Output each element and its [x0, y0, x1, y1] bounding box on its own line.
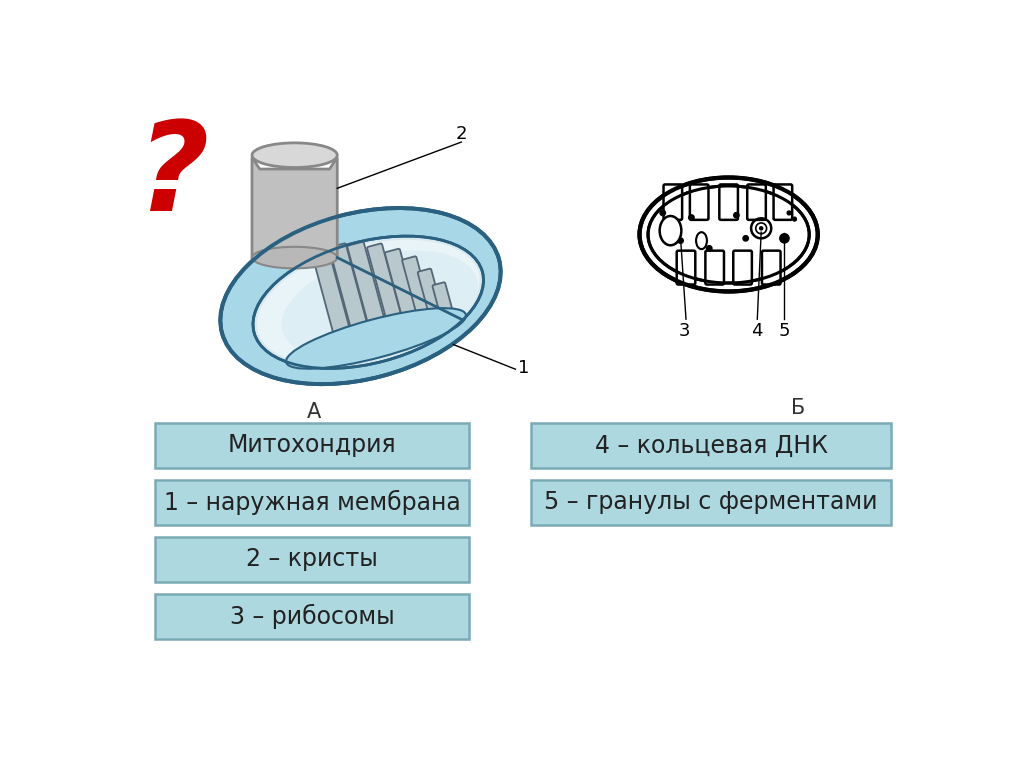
FancyBboxPatch shape	[155, 537, 469, 581]
Ellipse shape	[252, 247, 337, 268]
Text: 1 – наружная мембрана: 1 – наружная мембрана	[164, 490, 461, 515]
Ellipse shape	[659, 216, 681, 245]
FancyBboxPatch shape	[155, 594, 469, 639]
Ellipse shape	[252, 143, 337, 167]
Text: 2 – кристы: 2 – кристы	[246, 548, 378, 571]
FancyBboxPatch shape	[155, 480, 469, 525]
Text: ?: ?	[136, 117, 209, 237]
FancyBboxPatch shape	[432, 282, 457, 329]
Text: Митохондрия: Митохондрия	[227, 433, 396, 457]
FancyBboxPatch shape	[706, 251, 724, 285]
Ellipse shape	[220, 208, 501, 384]
Text: А: А	[307, 402, 322, 422]
Circle shape	[733, 212, 739, 218]
FancyBboxPatch shape	[155, 423, 469, 468]
Circle shape	[787, 211, 791, 215]
Text: 4 – кольцевая ДНК: 4 – кольцевая ДНК	[595, 433, 827, 457]
Ellipse shape	[282, 251, 478, 360]
FancyBboxPatch shape	[531, 480, 891, 525]
Circle shape	[707, 245, 712, 251]
Text: 3 – рибосомы: 3 – рибосомы	[229, 604, 394, 629]
FancyBboxPatch shape	[773, 184, 793, 220]
FancyBboxPatch shape	[664, 184, 682, 220]
Ellipse shape	[257, 240, 479, 364]
FancyBboxPatch shape	[347, 242, 386, 331]
Text: 5 – гранулы с ферментами: 5 – гранулы с ферментами	[545, 490, 878, 515]
FancyBboxPatch shape	[719, 184, 738, 220]
Circle shape	[760, 227, 763, 230]
Circle shape	[678, 238, 683, 243]
Text: 2: 2	[456, 125, 467, 143]
Text: 4: 4	[752, 321, 763, 340]
Ellipse shape	[640, 177, 818, 291]
FancyBboxPatch shape	[762, 251, 780, 285]
FancyBboxPatch shape	[402, 256, 434, 328]
FancyBboxPatch shape	[367, 243, 403, 328]
FancyBboxPatch shape	[733, 251, 752, 285]
Circle shape	[779, 234, 790, 243]
Circle shape	[743, 235, 749, 241]
FancyBboxPatch shape	[748, 184, 766, 220]
FancyBboxPatch shape	[418, 268, 445, 328]
Ellipse shape	[648, 186, 809, 283]
Text: 5: 5	[778, 321, 791, 340]
Polygon shape	[252, 157, 337, 258]
Text: Б: Б	[792, 398, 806, 418]
Ellipse shape	[696, 232, 707, 249]
Circle shape	[689, 215, 694, 220]
FancyBboxPatch shape	[690, 184, 709, 220]
Ellipse shape	[286, 308, 466, 369]
FancyBboxPatch shape	[311, 248, 350, 337]
Circle shape	[660, 210, 666, 216]
Circle shape	[793, 217, 797, 221]
FancyBboxPatch shape	[385, 249, 420, 328]
Ellipse shape	[253, 236, 483, 368]
Circle shape	[670, 220, 676, 225]
FancyBboxPatch shape	[531, 423, 891, 468]
Text: 3: 3	[679, 321, 690, 340]
Text: 1: 1	[518, 359, 529, 377]
FancyBboxPatch shape	[677, 251, 695, 285]
FancyBboxPatch shape	[330, 243, 369, 334]
